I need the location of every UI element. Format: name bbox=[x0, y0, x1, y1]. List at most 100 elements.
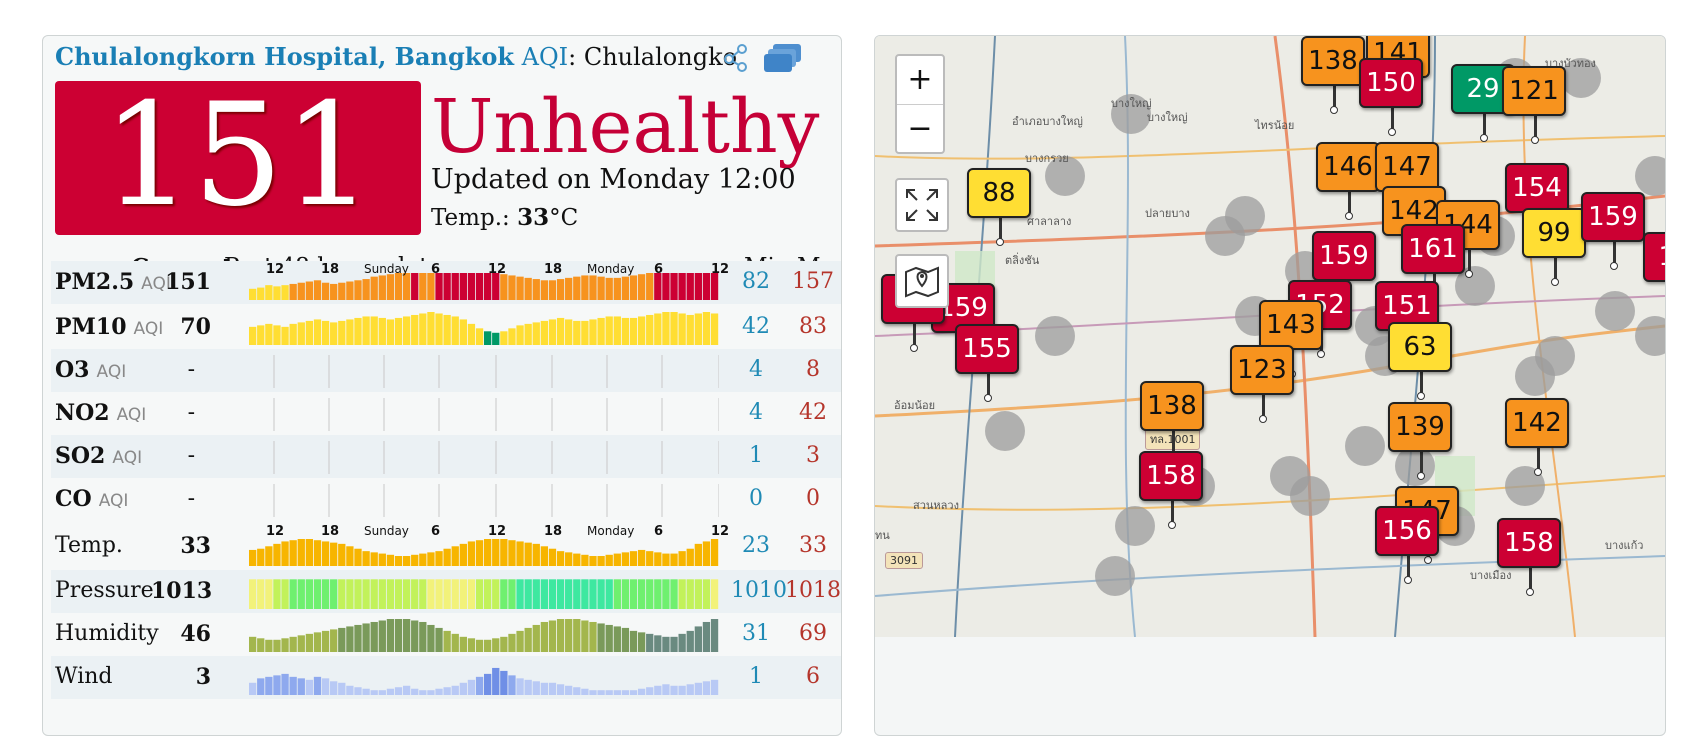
marker-aqi-value: 99 bbox=[1522, 208, 1586, 258]
history-bar bbox=[597, 579, 605, 609]
inactive-station-dot[interactable] bbox=[985, 411, 1025, 451]
history-bar bbox=[394, 579, 403, 609]
history-bar bbox=[338, 320, 346, 345]
history-bar bbox=[265, 639, 273, 652]
history-bar bbox=[573, 579, 581, 609]
marker-pin-dot bbox=[1259, 415, 1267, 423]
history-bar bbox=[273, 579, 281, 609]
zoom-in-button[interactable]: + bbox=[897, 56, 943, 105]
history-bar bbox=[556, 551, 565, 566]
history-bar bbox=[484, 273, 492, 300]
inactive-station-dot[interactable] bbox=[1115, 506, 1155, 546]
inactive-station-dot[interactable] bbox=[1395, 446, 1435, 486]
history-bar bbox=[257, 579, 265, 609]
history-sparkline bbox=[249, 619, 719, 652]
inactive-station-dot[interactable] bbox=[1595, 291, 1635, 331]
inactive-station-dot[interactable] bbox=[1561, 58, 1601, 98]
history-bar bbox=[581, 620, 589, 652]
inactive-station-dot[interactable] bbox=[1290, 476, 1330, 516]
time-tick-label: 18 bbox=[321, 262, 340, 277]
history-bar bbox=[597, 317, 605, 345]
marker-stem bbox=[987, 374, 990, 396]
history-row-o3: O3 AQI - 4 8 bbox=[51, 349, 841, 392]
history-bar bbox=[702, 273, 711, 300]
history-bar bbox=[621, 579, 630, 609]
marker-aqi-value: 150 bbox=[1359, 58, 1423, 108]
marker-aqi-value: 15 bbox=[1643, 232, 1665, 282]
history-bar bbox=[508, 540, 516, 566]
history-bar bbox=[629, 317, 638, 345]
map-pin-icon bbox=[905, 266, 939, 298]
marker-stem bbox=[1420, 452, 1423, 474]
marker-pin-dot bbox=[1424, 556, 1432, 564]
history-bar bbox=[621, 552, 630, 566]
fullscreen-button[interactable] bbox=[895, 178, 949, 232]
inactive-station-dot[interactable] bbox=[1045, 156, 1085, 196]
history-bar bbox=[402, 273, 411, 300]
history-bar bbox=[338, 579, 346, 609]
marker-pin-dot bbox=[1388, 128, 1396, 136]
history-bar bbox=[330, 542, 338, 566]
history-row-wind: Wind 3 1 6 bbox=[51, 656, 841, 699]
history-bar bbox=[556, 317, 565, 345]
history-bar bbox=[508, 633, 516, 652]
history-bar bbox=[435, 273, 443, 300]
inactive-station-dot[interactable] bbox=[1225, 196, 1265, 236]
history-bar bbox=[532, 579, 540, 609]
history-bar bbox=[500, 539, 508, 566]
history-bar bbox=[313, 579, 322, 609]
history-bar bbox=[702, 681, 711, 695]
map-layer-button[interactable] bbox=[895, 254, 949, 308]
history-bar bbox=[532, 543, 540, 566]
history-bar bbox=[621, 276, 630, 300]
history-bar bbox=[402, 619, 411, 652]
share-icon[interactable] bbox=[721, 42, 751, 72]
inactive-station-dot[interactable] bbox=[1345, 426, 1385, 466]
history-bar bbox=[443, 548, 451, 566]
inactive-station-dot[interactable] bbox=[1635, 156, 1665, 196]
history-bar bbox=[338, 282, 346, 300]
history-bar bbox=[451, 546, 459, 566]
history-bar bbox=[289, 636, 297, 652]
history-bar bbox=[646, 551, 654, 566]
history-bar bbox=[354, 280, 362, 300]
marker-stem bbox=[1537, 448, 1540, 470]
history-bar bbox=[330, 681, 338, 695]
stack-cards-icon[interactable] bbox=[763, 42, 803, 74]
history-bar bbox=[467, 273, 476, 300]
history-bar bbox=[321, 282, 330, 300]
history-bar bbox=[321, 541, 330, 566]
time-tick-label: 6 bbox=[431, 524, 441, 539]
aqi-map[interactable]: บางใหญ่ อำเภอบางใหญ่ บางใหญ่ ไทรน้อย บางกรวย… bbox=[875, 36, 1665, 637]
history-bar bbox=[573, 619, 581, 652]
history-bar bbox=[297, 678, 305, 695]
history-bar bbox=[297, 322, 305, 345]
history-bar bbox=[273, 639, 281, 652]
row-current-value: - bbox=[187, 485, 195, 511]
row-max-value: 69 bbox=[799, 620, 827, 646]
history-bar bbox=[662, 684, 670, 695]
history-bar bbox=[492, 638, 500, 652]
history-bar bbox=[265, 676, 273, 695]
history-bar bbox=[556, 579, 565, 609]
history-bar bbox=[321, 579, 330, 609]
history-bar bbox=[297, 579, 305, 609]
history-bar bbox=[257, 638, 265, 652]
inactive-station-dot[interactable] bbox=[1095, 556, 1135, 596]
inactive-station-dot[interactable] bbox=[1635, 316, 1665, 356]
history-bar bbox=[540, 682, 549, 695]
map-place-label: ทน bbox=[875, 529, 890, 542]
station-city-link[interactable]: Chulalongkorn Hospital, Bangkok bbox=[55, 42, 514, 71]
history-bar bbox=[362, 279, 370, 300]
marker-pin-dot bbox=[1317, 350, 1325, 358]
row-current-value: 46 bbox=[180, 620, 211, 647]
zoom-out-button[interactable]: − bbox=[907, 111, 933, 146]
row-current-value: - bbox=[187, 442, 195, 468]
inactive-station-dot[interactable] bbox=[1035, 316, 1075, 356]
history-row-so2: SO2 AQI - 1 3 bbox=[51, 435, 841, 478]
inactive-station-dot[interactable] bbox=[1111, 94, 1151, 134]
history-bar bbox=[710, 619, 719, 652]
history-bar bbox=[702, 541, 711, 566]
history-bar bbox=[500, 274, 508, 300]
inactive-station-dot[interactable] bbox=[1515, 356, 1555, 396]
